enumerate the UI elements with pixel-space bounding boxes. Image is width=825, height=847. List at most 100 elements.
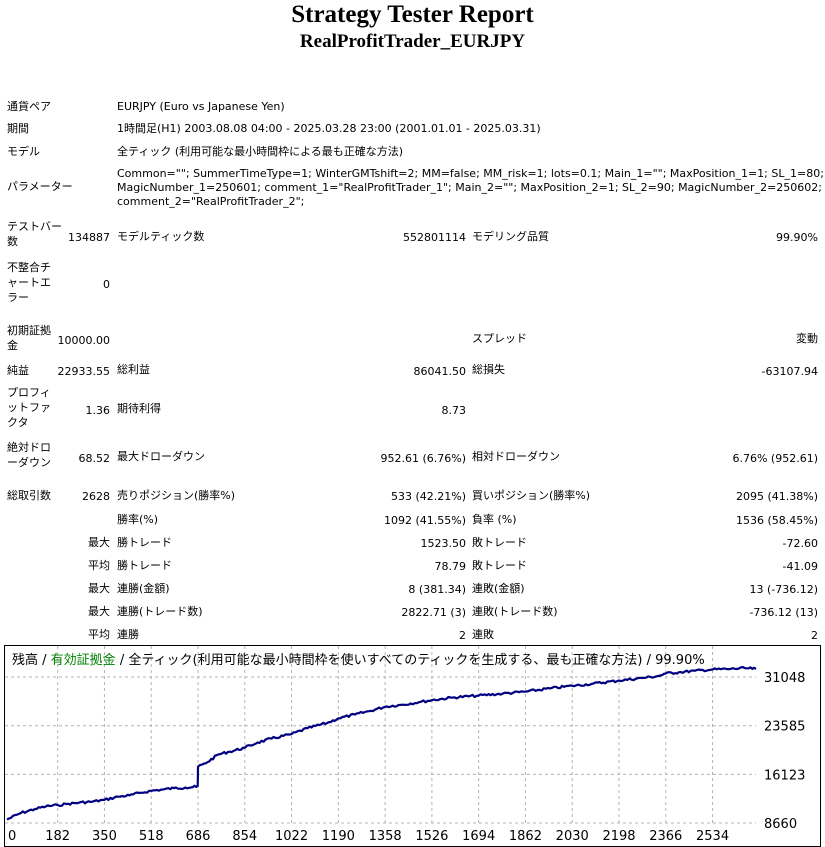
- win-rate-label: 勝率(%): [117, 513, 159, 526]
- spread-value: 変動: [796, 332, 818, 345]
- params-line-2: MagicNumber_1=250601; comment_1="RealPro…: [117, 181, 822, 194]
- x-tick-label: 1694: [462, 829, 495, 844]
- avg-consec-wins-value: 2: [459, 629, 466, 642]
- gross-profit-label: 総利益: [117, 363, 150, 376]
- net-profit-value: 22933.55: [57, 365, 111, 378]
- params-line-3: comment_2="RealProfitTrader_2";: [117, 195, 305, 208]
- short-positions-label: 売りポジション(勝率%): [117, 489, 236, 502]
- long-positions-value: 2095 (41.38%): [735, 490, 818, 503]
- chart-y-tick-labels: 31048 23585 16123 8660: [764, 671, 805, 832]
- x-tick-label: 2366: [649, 829, 682, 844]
- deposit-label: 初期証拠金: [7, 324, 51, 352]
- absolute-drawdown-value: 68.52: [78, 452, 111, 465]
- x-tick-label: 1190: [322, 829, 355, 844]
- x-tick-label: 350: [92, 829, 117, 844]
- ticks-label: モデルティック数: [117, 230, 205, 243]
- params-label: パラメーター: [7, 180, 73, 193]
- y-tick-label: 23585: [764, 720, 805, 735]
- x-tick-label: 0: [8, 829, 16, 844]
- max-consec-trades-prefix: 最大: [88, 605, 110, 618]
- legend-equity: 有効証拠金: [50, 653, 116, 668]
- x-tick-label: 182: [45, 829, 70, 844]
- chart-horizontal-grid: [5, 676, 756, 824]
- params-line-1: Common=""; SummerTimeType=1; WinterGMTsh…: [117, 167, 824, 180]
- x-tick-label: 518: [139, 829, 164, 844]
- deposit-value: 10000.00: [57, 334, 111, 347]
- period-value: 1時間足(H1) 2003.08.08 04:00 - 2025.03.28 2…: [117, 122, 541, 135]
- avg-loss-value: -41.09: [782, 560, 818, 573]
- pair-value: EURJPY (Euro vs Japanese Yen): [117, 100, 285, 113]
- chart-x-tick-labels: 0 182 350 518 686 854 1022 1190 1358 1526 1694 1862…: [8, 829, 729, 844]
- y-tick-label: 16123: [764, 768, 805, 783]
- max-consec-wins-money-value: 8 (381.34): [408, 583, 466, 596]
- total-trades-label: 総取引数: [7, 489, 51, 502]
- y-tick-label: 31048: [764, 671, 805, 686]
- x-tick-label: 1526: [415, 829, 448, 844]
- short-positions-value: 533 (42.21%): [390, 490, 466, 503]
- long-positions-label: 買いポジション(勝率%): [472, 489, 591, 502]
- largest-win-value: 1523.50: [420, 537, 467, 550]
- largest-loss-value: -72.60: [782, 537, 818, 550]
- x-tick-label: 686: [186, 829, 211, 844]
- loss-rate-value: 1536 (58.45%): [735, 514, 818, 527]
- gross-loss-value: -63107.94: [761, 365, 818, 378]
- legend-description: / 全ティック(利用可能な最小時間枠を使いすべてのティックを生成する、最も正確な…: [115, 653, 705, 668]
- largest-label: 最大: [88, 536, 110, 549]
- y-tick-label: 8660: [764, 817, 797, 832]
- relative-drawdown-value: 6.76% (952.61): [732, 452, 818, 465]
- max-consec-wins-trades-label: 連勝(トレード数): [117, 605, 203, 618]
- relative-drawdown-label: 相対ドローダウン: [472, 450, 560, 463]
- quality-label: モデリング品質: [472, 230, 549, 243]
- max-consec-losses-money-value: 13 (-736.12): [749, 583, 818, 596]
- absolute-drawdown-label: 絶対ドローダウン: [7, 441, 51, 469]
- profit-factor-value: 1.36: [85, 404, 111, 417]
- mismatch-label: 不整合チャートエラー: [7, 261, 51, 304]
- win-rate-value: 1092 (41.55%): [383, 514, 466, 527]
- balance-chart: 0 182 350 518 686 854 1022 1190 1358 1526 1694 1862…: [4, 645, 821, 847]
- max-consec-losses-trades-value: -736.12 (13): [749, 606, 818, 619]
- x-tick-label: 2198: [602, 829, 635, 844]
- spread-label: スプレッド: [472, 332, 527, 345]
- avg-loss-label: 敗トレード: [472, 559, 527, 572]
- chart-frame: [4, 645, 821, 847]
- pair-label: 通貨ペア: [7, 100, 51, 113]
- x-tick-label: 1862: [509, 829, 542, 844]
- loss-rate-label: 負率 (%): [472, 513, 517, 526]
- x-tick-label: 854: [232, 829, 257, 844]
- chart-legend: 残高 / 有効証拠金 / 全ティック(利用可能な最小時間枠を使いすべてのティック…: [12, 652, 705, 670]
- profit-factor-label: プロフィットファクタ: [7, 386, 51, 429]
- bars-label: テストバー数: [7, 220, 62, 248]
- legend-separator: /: [38, 653, 51, 668]
- max-consec-wins-money-label: 連勝(金額): [117, 582, 170, 595]
- ticks-value: 552801114: [403, 231, 466, 244]
- avg-win-label: 勝トレード: [117, 559, 172, 572]
- avg-consec-losses-label: 連敗: [472, 628, 494, 641]
- legend-balance: 残高: [12, 653, 39, 668]
- x-tick-label: 1022: [275, 829, 308, 844]
- gross-profit-value: 86041.50: [413, 365, 467, 378]
- expected-payoff-label: 期待利得: [117, 402, 161, 415]
- max-consec-losses-trades-label: 連敗(トレード数): [472, 605, 558, 618]
- avg-consec-losses-value: 2: [811, 629, 818, 642]
- total-trades-value: 2628: [82, 490, 110, 503]
- x-tick-label: 2030: [556, 829, 589, 844]
- model-value: 全ティック (利用可能な最小時間枠による最も正確な方法): [117, 145, 404, 158]
- max-drawdown-value: 952.61 (6.76%): [380, 452, 466, 465]
- max-drawdown-label: 最大ドローダウン: [117, 450, 205, 463]
- avg-win-value: 78.79: [434, 560, 467, 573]
- avg-consec-wins-label: 連勝: [117, 628, 139, 641]
- balance-line: [6, 666, 757, 821]
- max-consec-wins-trades-value: 2822.71 (3): [401, 606, 466, 619]
- report-title: Strategy Tester Report: [291, 1, 534, 28]
- bars-value: 134887: [68, 231, 110, 244]
- x-tick-label: 1358: [369, 829, 402, 844]
- max-consec-losses-money-label: 連敗(金額): [472, 582, 525, 595]
- avg-consec-prefix: 平均: [88, 628, 110, 641]
- largest-win-label: 勝トレード: [117, 536, 172, 549]
- quality-value: 99.90%: [776, 231, 818, 244]
- largest-loss-label: 敗トレード: [472, 536, 527, 549]
- mismatch-value: 0: [103, 278, 110, 291]
- report-subtitle: RealProfitTrader_EURJPY: [299, 31, 526, 52]
- gross-loss-label: 総損失: [472, 363, 505, 376]
- model-label: モデル: [7, 145, 40, 158]
